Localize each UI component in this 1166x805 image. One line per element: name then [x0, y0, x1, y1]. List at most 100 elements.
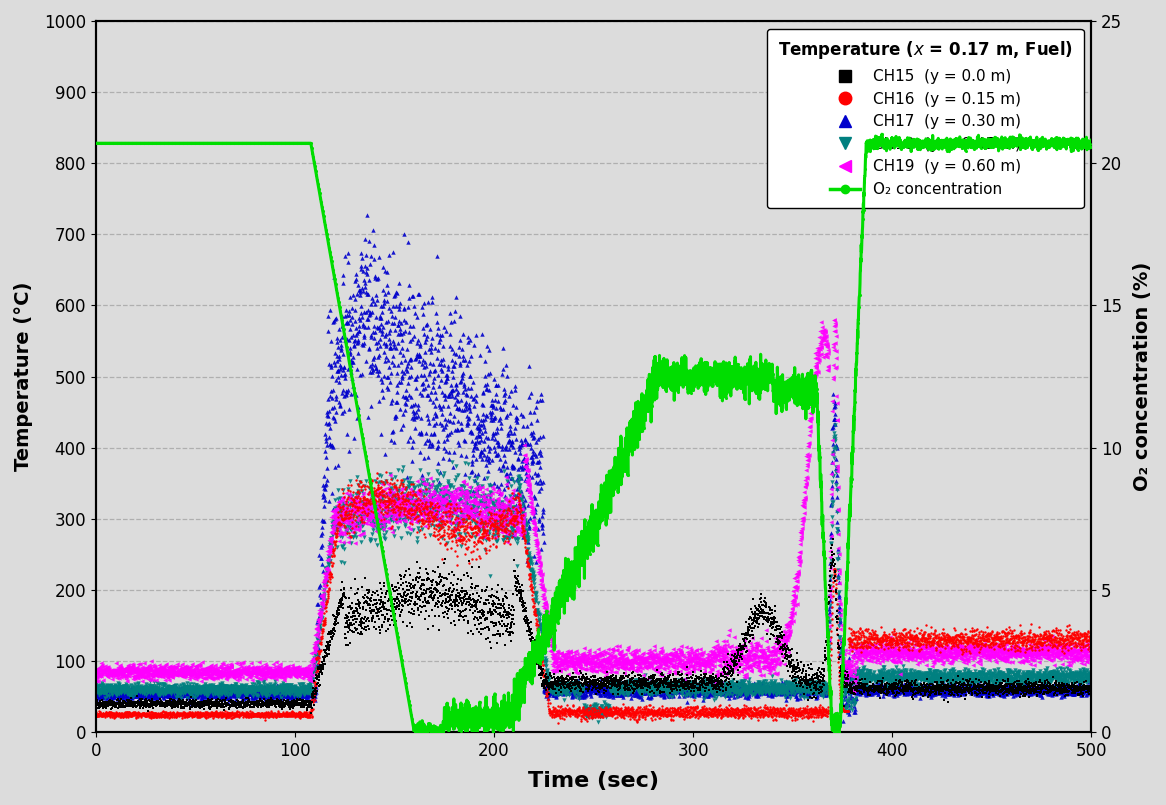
Point	[337, 527, 356, 540]
Point	[89, 665, 107, 678]
Point	[183, 683, 202, 696]
Point	[837, 665, 856, 678]
Point	[253, 687, 272, 700]
Point	[274, 709, 293, 722]
Point	[157, 697, 176, 710]
Point	[753, 704, 772, 716]
Point	[264, 667, 282, 679]
Point	[1048, 650, 1067, 663]
Point	[880, 669, 899, 682]
Point	[561, 708, 580, 720]
Point	[114, 710, 133, 723]
Point	[1035, 641, 1054, 654]
Point	[721, 679, 739, 692]
Point	[310, 644, 329, 657]
Point	[618, 707, 637, 720]
Point	[1081, 645, 1100, 658]
Point	[676, 676, 695, 689]
Point	[246, 686, 265, 699]
Point	[416, 437, 435, 450]
Point	[503, 496, 521, 509]
Point	[850, 621, 869, 634]
Point	[378, 595, 396, 608]
Point	[659, 676, 677, 689]
Point	[951, 675, 970, 687]
Point	[726, 656, 745, 669]
Point	[573, 683, 591, 696]
Point	[1006, 688, 1025, 701]
Point	[631, 682, 649, 695]
Point	[331, 526, 350, 539]
Point	[548, 675, 567, 687]
Point	[542, 710, 561, 723]
Point	[580, 680, 598, 693]
Point	[649, 683, 668, 696]
Point	[813, 680, 831, 693]
Point	[421, 392, 440, 405]
Point	[494, 389, 513, 402]
Point	[533, 663, 552, 676]
Point	[922, 635, 941, 648]
Point	[958, 137, 977, 150]
Point	[634, 708, 653, 721]
Point	[155, 707, 174, 720]
Point	[694, 645, 712, 658]
Point	[999, 677, 1018, 690]
Point	[809, 687, 828, 700]
Point	[963, 668, 982, 681]
Point	[126, 697, 145, 710]
Point	[226, 688, 245, 701]
Point	[506, 569, 525, 582]
Point	[626, 664, 645, 677]
Point	[817, 709, 836, 722]
Point	[656, 702, 675, 715]
Point	[883, 684, 901, 697]
Point	[499, 506, 518, 518]
Point	[147, 663, 166, 675]
Point	[862, 648, 880, 661]
Point	[674, 673, 693, 686]
Point	[932, 638, 950, 650]
Point	[700, 684, 718, 697]
Point	[642, 681, 661, 694]
Point	[735, 679, 753, 692]
Point	[510, 510, 528, 522]
Point	[305, 646, 324, 658]
Point	[898, 675, 916, 687]
Point	[898, 645, 916, 658]
Point	[782, 705, 801, 718]
Point	[283, 683, 302, 696]
Point	[1076, 681, 1095, 694]
Point	[659, 708, 677, 721]
Point	[298, 698, 317, 711]
Point	[703, 679, 722, 692]
Point	[576, 678, 595, 691]
Point	[308, 637, 326, 650]
Point	[759, 684, 778, 697]
Point	[416, 497, 435, 510]
Point	[701, 654, 719, 667]
Point	[91, 700, 110, 713]
Point	[494, 536, 513, 549]
Point	[157, 709, 176, 722]
Point	[310, 622, 329, 635]
Point	[630, 683, 648, 696]
Point	[401, 489, 420, 502]
Point	[229, 708, 247, 721]
Point	[429, 518, 448, 531]
Point	[864, 671, 883, 683]
Point	[854, 648, 872, 661]
Point	[475, 505, 493, 518]
Point	[437, 596, 456, 609]
Point	[98, 667, 117, 679]
Point	[775, 640, 794, 653]
Point	[1061, 682, 1080, 695]
Point	[933, 684, 951, 697]
Point	[654, 679, 673, 691]
Point	[413, 378, 431, 390]
Point	[290, 687, 309, 700]
Point	[621, 684, 640, 697]
Point	[346, 511, 365, 524]
Point	[830, 677, 849, 690]
Point	[162, 709, 181, 722]
